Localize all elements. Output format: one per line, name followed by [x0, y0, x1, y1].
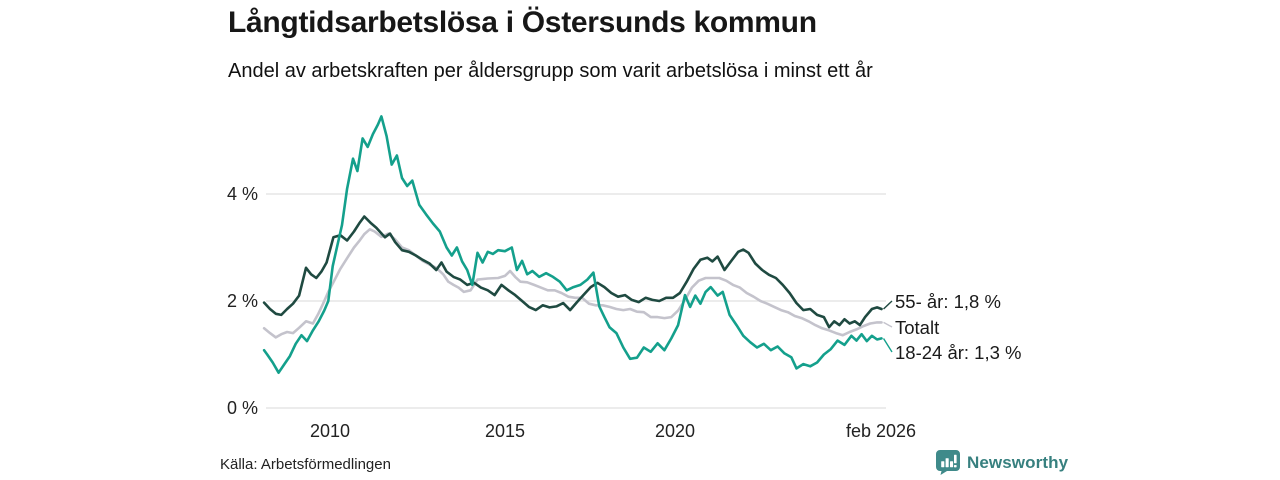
- brand-lockup: Newsworthy: [936, 450, 1068, 475]
- page-subtitle: Andel av arbetskraften per åldersgrupp s…: [228, 60, 873, 82]
- y-axis-tick-4: 4 %: [226, 184, 258, 204]
- series-line-18-24-r: [262, 115, 883, 375]
- x-axis-tick-2015: 2015: [484, 421, 526, 441]
- source-note: Källa: Arbetsförmedlingen: [220, 456, 391, 473]
- series-line-55-r: [262, 215, 883, 329]
- series-end-label-totalt: Totalt: [895, 317, 940, 338]
- series-line-Totalt: [262, 228, 883, 339]
- page-title: Långtidsarbetslösa i Östersunds kommun: [228, 6, 817, 39]
- y-axis-tick-0: 0 %: [226, 398, 258, 418]
- label-connector-Totalt: [883, 321, 893, 328]
- newsworthy-logo-icon: [936, 450, 960, 475]
- x-axis-tick-2010: 2010: [309, 421, 351, 441]
- y-axis-tick-2: 2 %: [226, 291, 258, 311]
- label-connector-55-r: [883, 300, 893, 310]
- series-end-label-55: 55- år: 1,8 %: [895, 291, 1001, 312]
- label-connector-18-24-r: [882, 338, 893, 353]
- series-end-label-18-24: 18-24 år: 1,3 %: [895, 342, 1022, 363]
- x-axis-tick-2020: 2020: [654, 421, 696, 441]
- x-axis-tick-feb-2026: feb 2026: [845, 421, 917, 441]
- brand-name: Newsworthy: [967, 452, 1069, 472]
